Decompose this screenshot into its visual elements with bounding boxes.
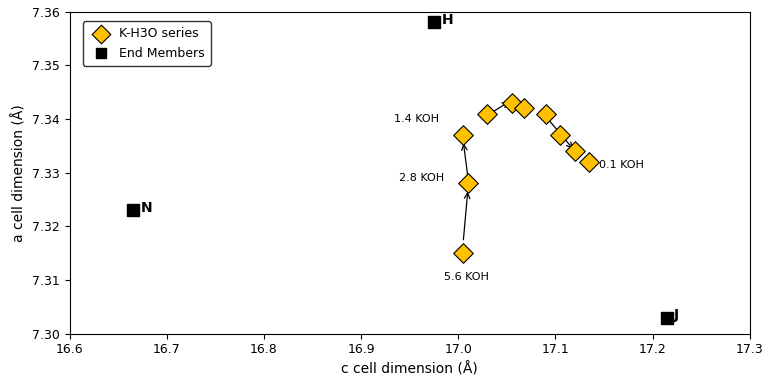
Point xyxy=(427,19,440,26)
Text: J: J xyxy=(674,308,679,322)
Text: H: H xyxy=(441,13,454,27)
Text: 0.1 KOH: 0.1 KOH xyxy=(599,159,644,170)
Point xyxy=(584,159,596,165)
Point xyxy=(661,315,673,321)
Point xyxy=(540,111,552,117)
Text: 1.4 KOH: 1.4 KOH xyxy=(393,114,439,125)
Point xyxy=(518,105,530,111)
Text: 5.6 KOH: 5.6 KOH xyxy=(444,272,489,282)
Y-axis label: a cell dimension (Å): a cell dimension (Å) xyxy=(12,104,26,242)
Point xyxy=(482,111,494,117)
Point xyxy=(457,132,469,138)
Legend: K-H3O series, End Members: K-H3O series, End Members xyxy=(83,21,211,66)
Point xyxy=(127,207,139,213)
Point xyxy=(506,100,518,106)
Point xyxy=(554,132,567,138)
Point xyxy=(569,148,581,154)
Point xyxy=(461,180,474,187)
Point xyxy=(457,250,469,256)
Text: 2.8 KOH: 2.8 KOH xyxy=(399,173,444,183)
X-axis label: c cell dimension (Å): c cell dimension (Å) xyxy=(342,362,478,376)
Text: N: N xyxy=(141,201,152,215)
